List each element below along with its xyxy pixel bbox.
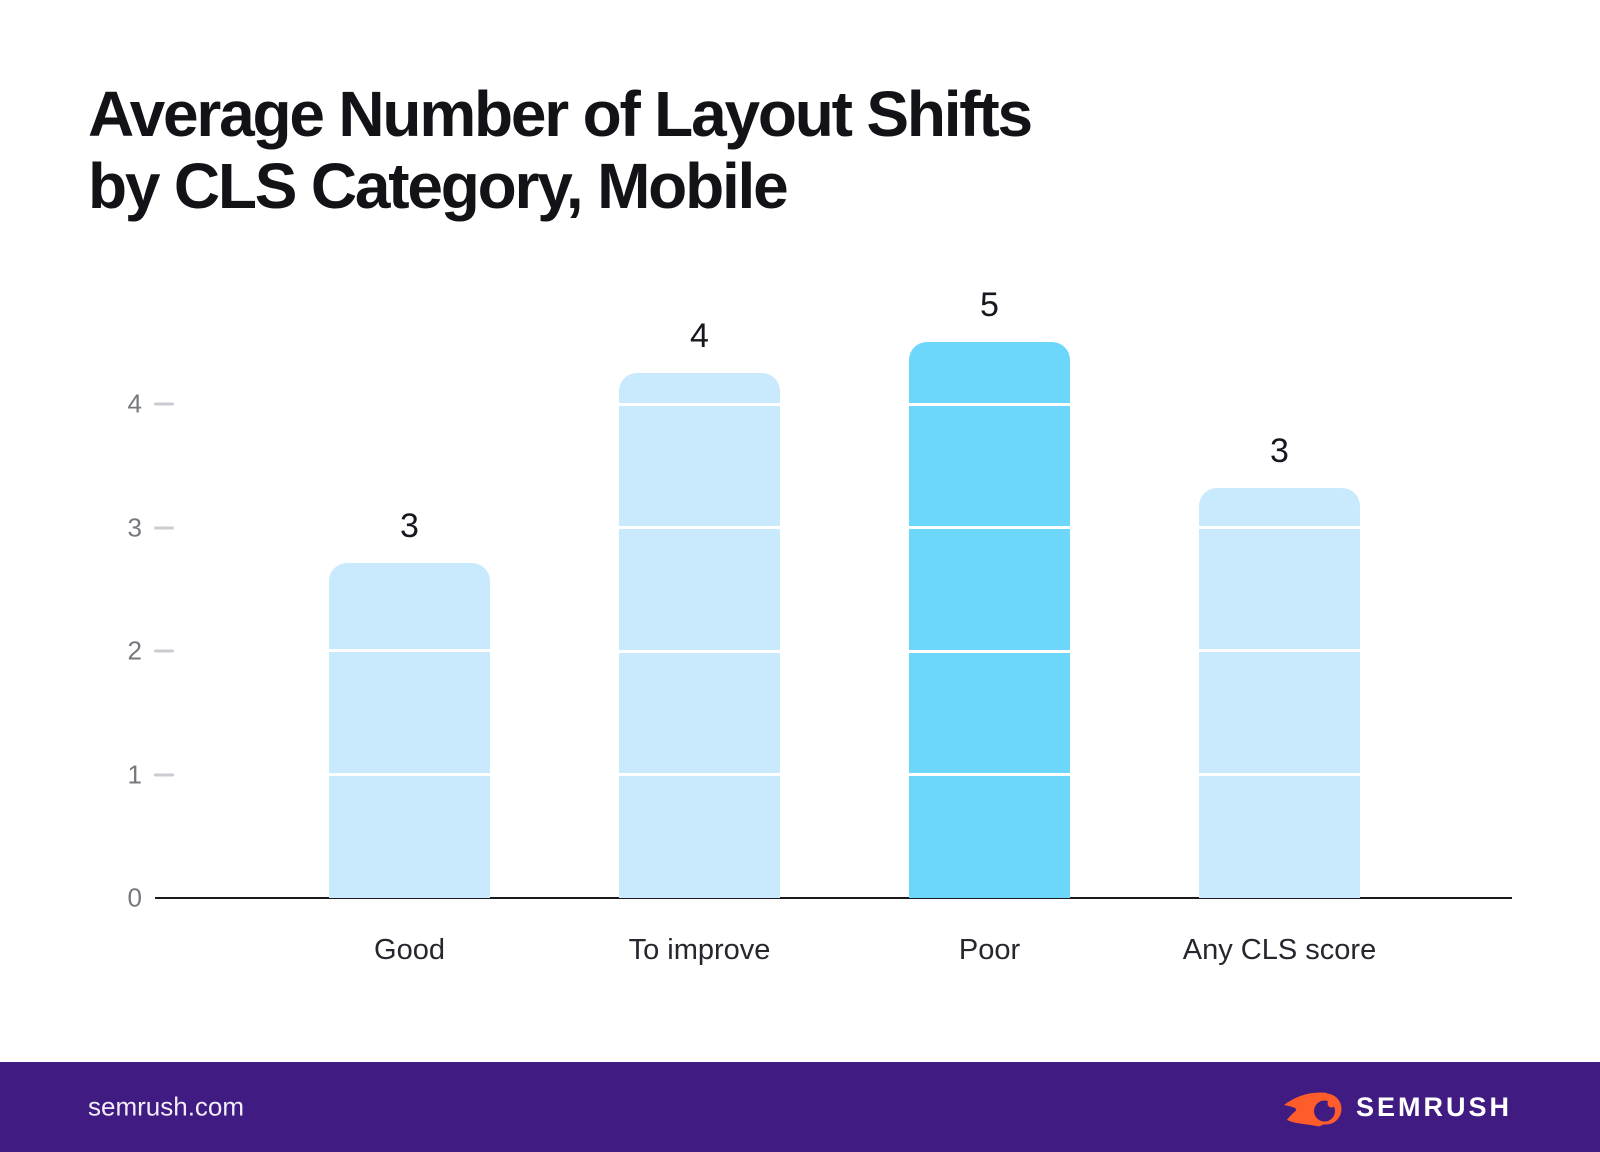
gridline-stripe-1 <box>1199 772 1360 776</box>
gridline-stripe-3 <box>1199 525 1360 529</box>
chart-title: Average Number of Layout Shifts by CLS C… <box>88 78 1033 222</box>
gridline-stripe-4 <box>909 402 1070 406</box>
x-axis-line <box>155 897 1512 899</box>
gridline-stripe-2 <box>619 649 780 653</box>
y-axis-tick-dash-1 <box>154 773 174 776</box>
gridline-stripe-1 <box>619 773 780 776</box>
chart-title-line2: by CLS Category, Mobile <box>88 150 789 222</box>
category-label-poor: Poor <box>958 934 1021 966</box>
chart-title-line1: Average Number of Layout Shifts <box>88 78 1033 150</box>
y-axis-tick-label-0: 0 <box>127 882 142 913</box>
gridline-stripe-3 <box>909 526 1070 529</box>
bar-value-label: 3 <box>1270 431 1289 470</box>
footer-bar: semrush.com SEMRUSH <box>0 1062 1600 1152</box>
bar-value-label: 5 <box>980 286 999 325</box>
semrush-logo: SEMRUSH <box>1283 1080 1512 1134</box>
bar-to-improve <box>619 373 780 898</box>
gridline-stripe-1 <box>329 772 490 776</box>
bar-good <box>329 563 490 898</box>
y-axis-tick-label-2: 2 <box>127 635 142 666</box>
y-axis-tick-dash-4 <box>154 402 174 406</box>
gridline-stripe-2 <box>329 649 490 653</box>
site-url-text: semrush.com <box>88 1091 245 1122</box>
gridline-stripe-3 <box>619 526 780 529</box>
category-label-good: Good <box>374 934 445 966</box>
y-axis-tick-dash-2 <box>154 649 174 653</box>
semrush-flame-icon <box>1283 1092 1342 1127</box>
category-label-any-cls-score: Any CLS score <box>1182 934 1377 966</box>
gridline-stripe-2 <box>1199 649 1360 653</box>
y-axis-tick-label-4: 4 <box>127 388 142 419</box>
y-axis-tick-label-1: 1 <box>127 759 142 789</box>
semrush-wordmark: SEMRUSH <box>1355 1091 1512 1122</box>
bar-value-label: 4 <box>690 317 709 356</box>
bar-poor <box>909 342 1070 898</box>
gridline-stripe-2 <box>909 649 1070 653</box>
category-label-to-improve: To improve <box>628 934 771 966</box>
y-axis-tick-label-3: 3 <box>127 512 142 542</box>
gridline-stripe-4 <box>619 402 780 406</box>
y-axis-tick-dash-3 <box>154 526 174 529</box>
bar-value-label: 3 <box>400 507 419 546</box>
gridline-stripe-1 <box>909 773 1070 776</box>
bar-any-cls-score <box>1199 487 1360 898</box>
